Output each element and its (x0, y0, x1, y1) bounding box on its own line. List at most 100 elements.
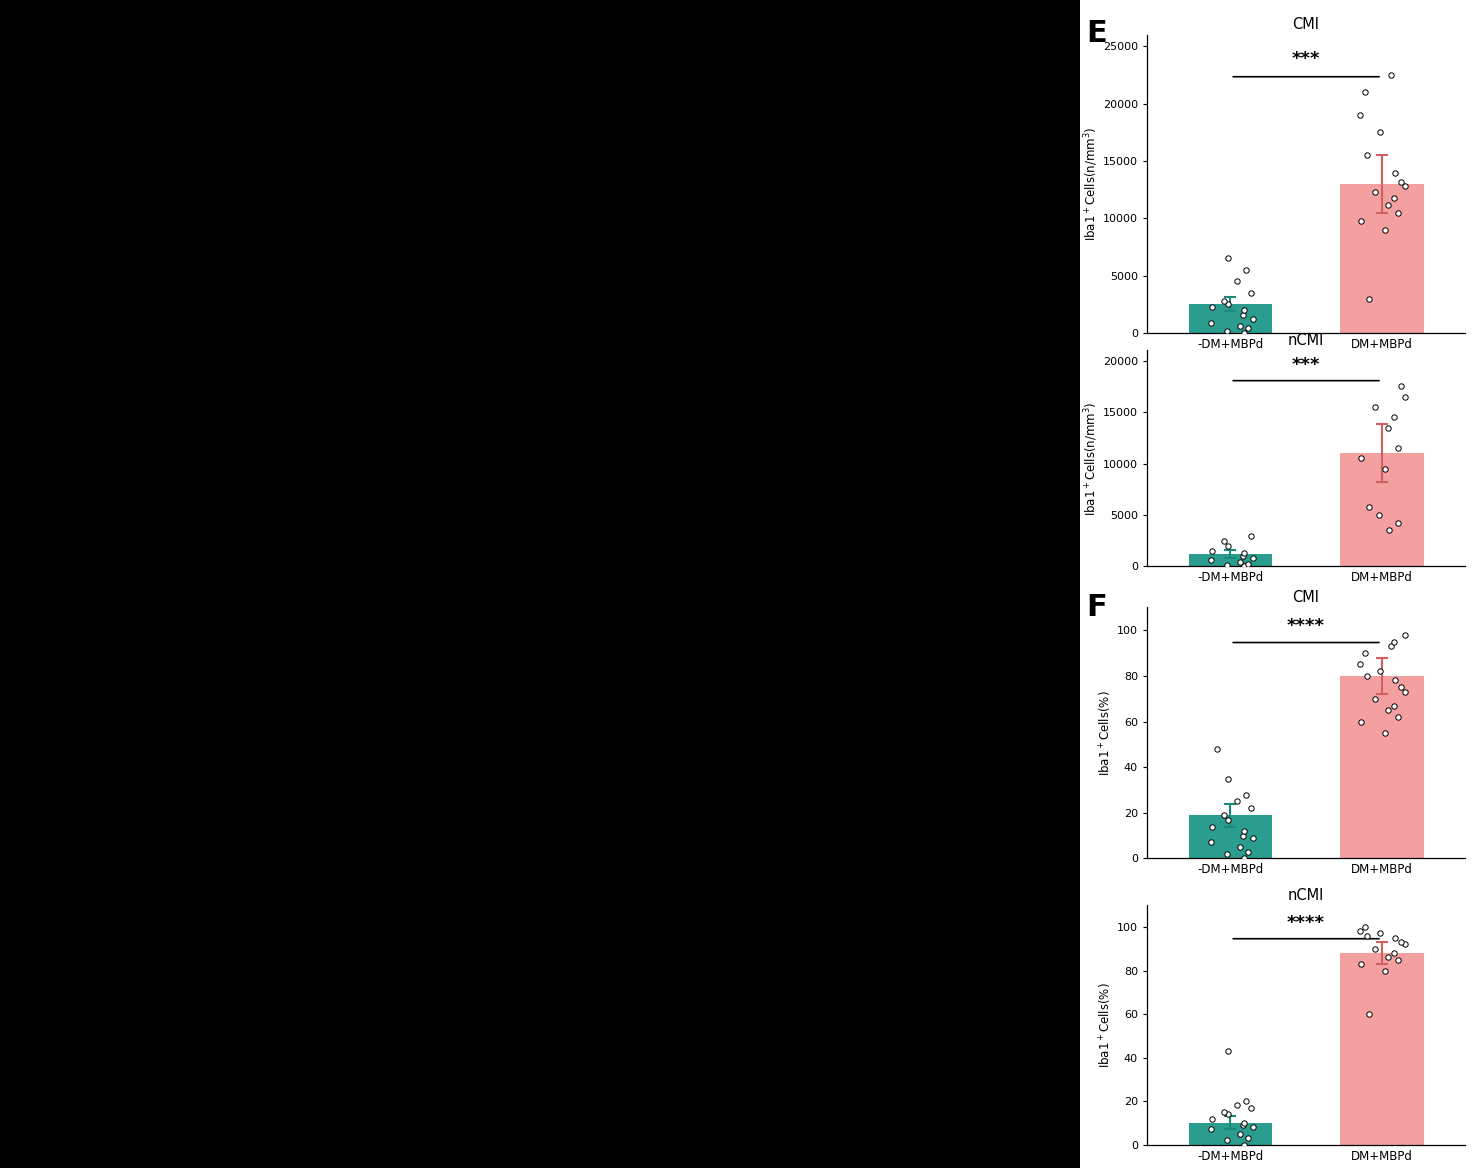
Point (1242, 1118, 1265, 1136)
Point (1215, 322, 1239, 341)
Point (1239, 1098, 1262, 1117)
Point (1393, 625, 1416, 644)
Point (1372, 459, 1396, 478)
Text: ***: *** (1292, 356, 1320, 374)
Point (1376, 195, 1400, 214)
Point (1205, 739, 1228, 758)
Point (1393, 176, 1416, 195)
Y-axis label: Iba1$^+$Cells(%): Iba1$^+$Cells(%) (1098, 982, 1114, 1068)
Point (1382, 188, 1406, 207)
Title: CMI: CMI (1292, 590, 1320, 605)
Title: nCMI: nCMI (1288, 333, 1325, 348)
Bar (1341, 453, 1424, 566)
Point (1231, 849, 1255, 868)
Bar (1188, 554, 1271, 566)
Y-axis label: Iba1$^+$Cells(%): Iba1$^+$Cells(%) (1098, 690, 1114, 776)
Point (1376, 948, 1400, 967)
Point (1356, 926, 1379, 945)
Point (1217, 811, 1240, 829)
Point (1356, 146, 1379, 165)
Point (1393, 388, 1416, 406)
Point (1384, 164, 1407, 182)
Point (1385, 708, 1409, 726)
Point (1234, 785, 1258, 804)
Point (1363, 939, 1387, 958)
Point (1385, 439, 1409, 458)
Point (1239, 527, 1262, 545)
Point (1233, 300, 1257, 319)
Point (1231, 826, 1255, 844)
Point (1348, 712, 1372, 731)
Point (1199, 551, 1222, 570)
Point (1233, 544, 1257, 563)
Point (1215, 249, 1239, 267)
Point (1348, 922, 1372, 940)
Point (1215, 556, 1239, 575)
Point (1236, 842, 1259, 861)
Text: F: F (1086, 593, 1107, 623)
Point (1231, 547, 1255, 565)
Point (1385, 203, 1409, 222)
Text: ***: *** (1292, 50, 1320, 68)
Point (1217, 536, 1240, 555)
Bar (1188, 1122, 1271, 1145)
Point (1382, 632, 1406, 651)
Point (1200, 1110, 1224, 1128)
Point (1348, 211, 1372, 230)
Point (1242, 310, 1265, 328)
Point (1236, 1128, 1259, 1147)
Point (1200, 542, 1224, 561)
Point (1379, 637, 1403, 655)
Point (1199, 1120, 1222, 1139)
Title: CMI: CMI (1292, 18, 1320, 33)
Point (1382, 944, 1406, 962)
Point (1382, 408, 1406, 426)
Point (1217, 1105, 1240, 1124)
Point (1385, 951, 1409, 969)
Point (1236, 319, 1259, 338)
Point (1212, 806, 1236, 825)
Point (1199, 833, 1222, 851)
Point (1369, 123, 1393, 141)
Point (1369, 662, 1393, 681)
Point (1228, 1125, 1252, 1143)
Point (1228, 317, 1252, 335)
Point (1215, 1042, 1239, 1061)
Point (1200, 297, 1224, 315)
Point (1357, 498, 1381, 516)
Point (1372, 961, 1396, 980)
Point (1363, 689, 1387, 708)
Point (1199, 313, 1222, 332)
Point (1348, 106, 1372, 125)
Y-axis label: Iba1$^+$Cells(n/mm$^3$): Iba1$^+$Cells(n/mm$^3$) (1082, 402, 1100, 515)
Point (1357, 290, 1381, 308)
Text: E: E (1086, 19, 1107, 48)
Point (1242, 828, 1265, 847)
Point (1231, 557, 1255, 576)
Point (1215, 844, 1239, 863)
Point (1363, 397, 1387, 416)
Point (1372, 724, 1396, 743)
Point (1348, 655, 1372, 674)
Point (1384, 672, 1407, 690)
Point (1242, 549, 1265, 568)
Point (1233, 822, 1257, 841)
Point (1200, 818, 1224, 836)
Title: nCMI: nCMI (1288, 888, 1325, 903)
Point (1353, 644, 1376, 662)
Point (1393, 936, 1416, 954)
Point (1390, 933, 1413, 952)
Point (1376, 418, 1400, 437)
Point (1379, 65, 1403, 84)
Point (1368, 506, 1391, 524)
Bar (1341, 185, 1424, 333)
Point (1384, 929, 1407, 947)
Point (1231, 305, 1255, 324)
Bar (1188, 815, 1271, 858)
Point (1231, 1115, 1255, 1134)
Point (1225, 1096, 1249, 1114)
Point (1369, 924, 1393, 943)
Point (1390, 677, 1413, 696)
Point (1382, 696, 1406, 715)
Point (1393, 682, 1416, 701)
